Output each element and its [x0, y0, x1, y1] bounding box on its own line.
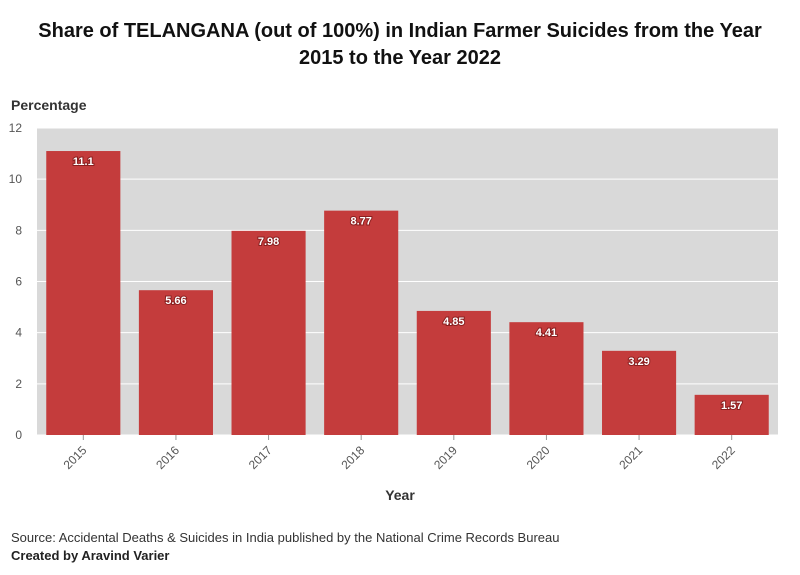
x-tick-label-2020: 2020 — [524, 443, 553, 472]
chart-title: Share of TELANGANA (out of 100%) in Indi… — [0, 18, 800, 72]
data-label-2021: 3.29 — [628, 356, 649, 368]
x-tick-label-2017: 2017 — [246, 443, 275, 472]
bar-2019 — [416, 310, 491, 435]
data-label-2020: 4.41 — [536, 327, 557, 339]
y-tick-label: 12 — [9, 121, 23, 135]
data-label-2015: 11.1 — [73, 156, 94, 168]
x-tick-label-2021: 2021 — [616, 443, 645, 472]
data-label-2017: 7.98 — [258, 236, 279, 248]
bar-2015 — [46, 151, 121, 435]
x-tick-label-2015: 2015 — [61, 443, 90, 472]
y-tick-label: 8 — [15, 223, 22, 237]
x-axis-ticks: 2015 2016 2017 2018 2019 2020 2021 2022 — [61, 435, 738, 472]
x-tick-label-2019: 2019 — [431, 443, 460, 472]
bar-2018 — [324, 210, 399, 435]
y-tick-label: 10 — [9, 172, 23, 186]
x-tick-label-2022: 2022 — [709, 443, 738, 472]
x-tick-label-2018: 2018 — [339, 443, 368, 472]
y-tick-label: 2 — [15, 377, 22, 391]
chart-title-line-2: 2015 to the Year 2022 — [299, 47, 501, 69]
data-labels: 11.1 5.66 7.98 8.77 4.85 4.41 3.29 1.57 — [72, 155, 743, 413]
bar-2020 — [509, 322, 584, 435]
bar-2016 — [138, 290, 213, 435]
chart-title-line-1: Share of TELANGANA (out of 100%) in Indi… — [38, 20, 762, 42]
bar-2017 — [231, 230, 306, 435]
y-tick-label: 4 — [15, 326, 22, 340]
y-tick-label: 6 — [15, 275, 22, 289]
bar-2022 — [694, 394, 769, 435]
credit-note: Created by Aravind Varier — [11, 548, 170, 563]
data-label-2016: 5.66 — [165, 295, 186, 307]
x-tick-label-2016: 2016 — [153, 443, 182, 472]
bars — [46, 151, 769, 435]
y-axis-label: Percentage — [11, 97, 87, 113]
source-note: Source: Accidental Deaths & Suicides in … — [11, 530, 560, 545]
y-tick-label: 0 — [15, 428, 22, 442]
data-label-2018: 8.77 — [350, 216, 371, 228]
bar-2021 — [602, 350, 677, 435]
y-axis-ticks: 0 2 4 6 8 10 12 — [9, 121, 23, 442]
data-label-2022: 1.57 — [721, 400, 742, 412]
x-axis-label: Year — [385, 487, 415, 503]
data-label-2019: 4.85 — [443, 316, 464, 328]
